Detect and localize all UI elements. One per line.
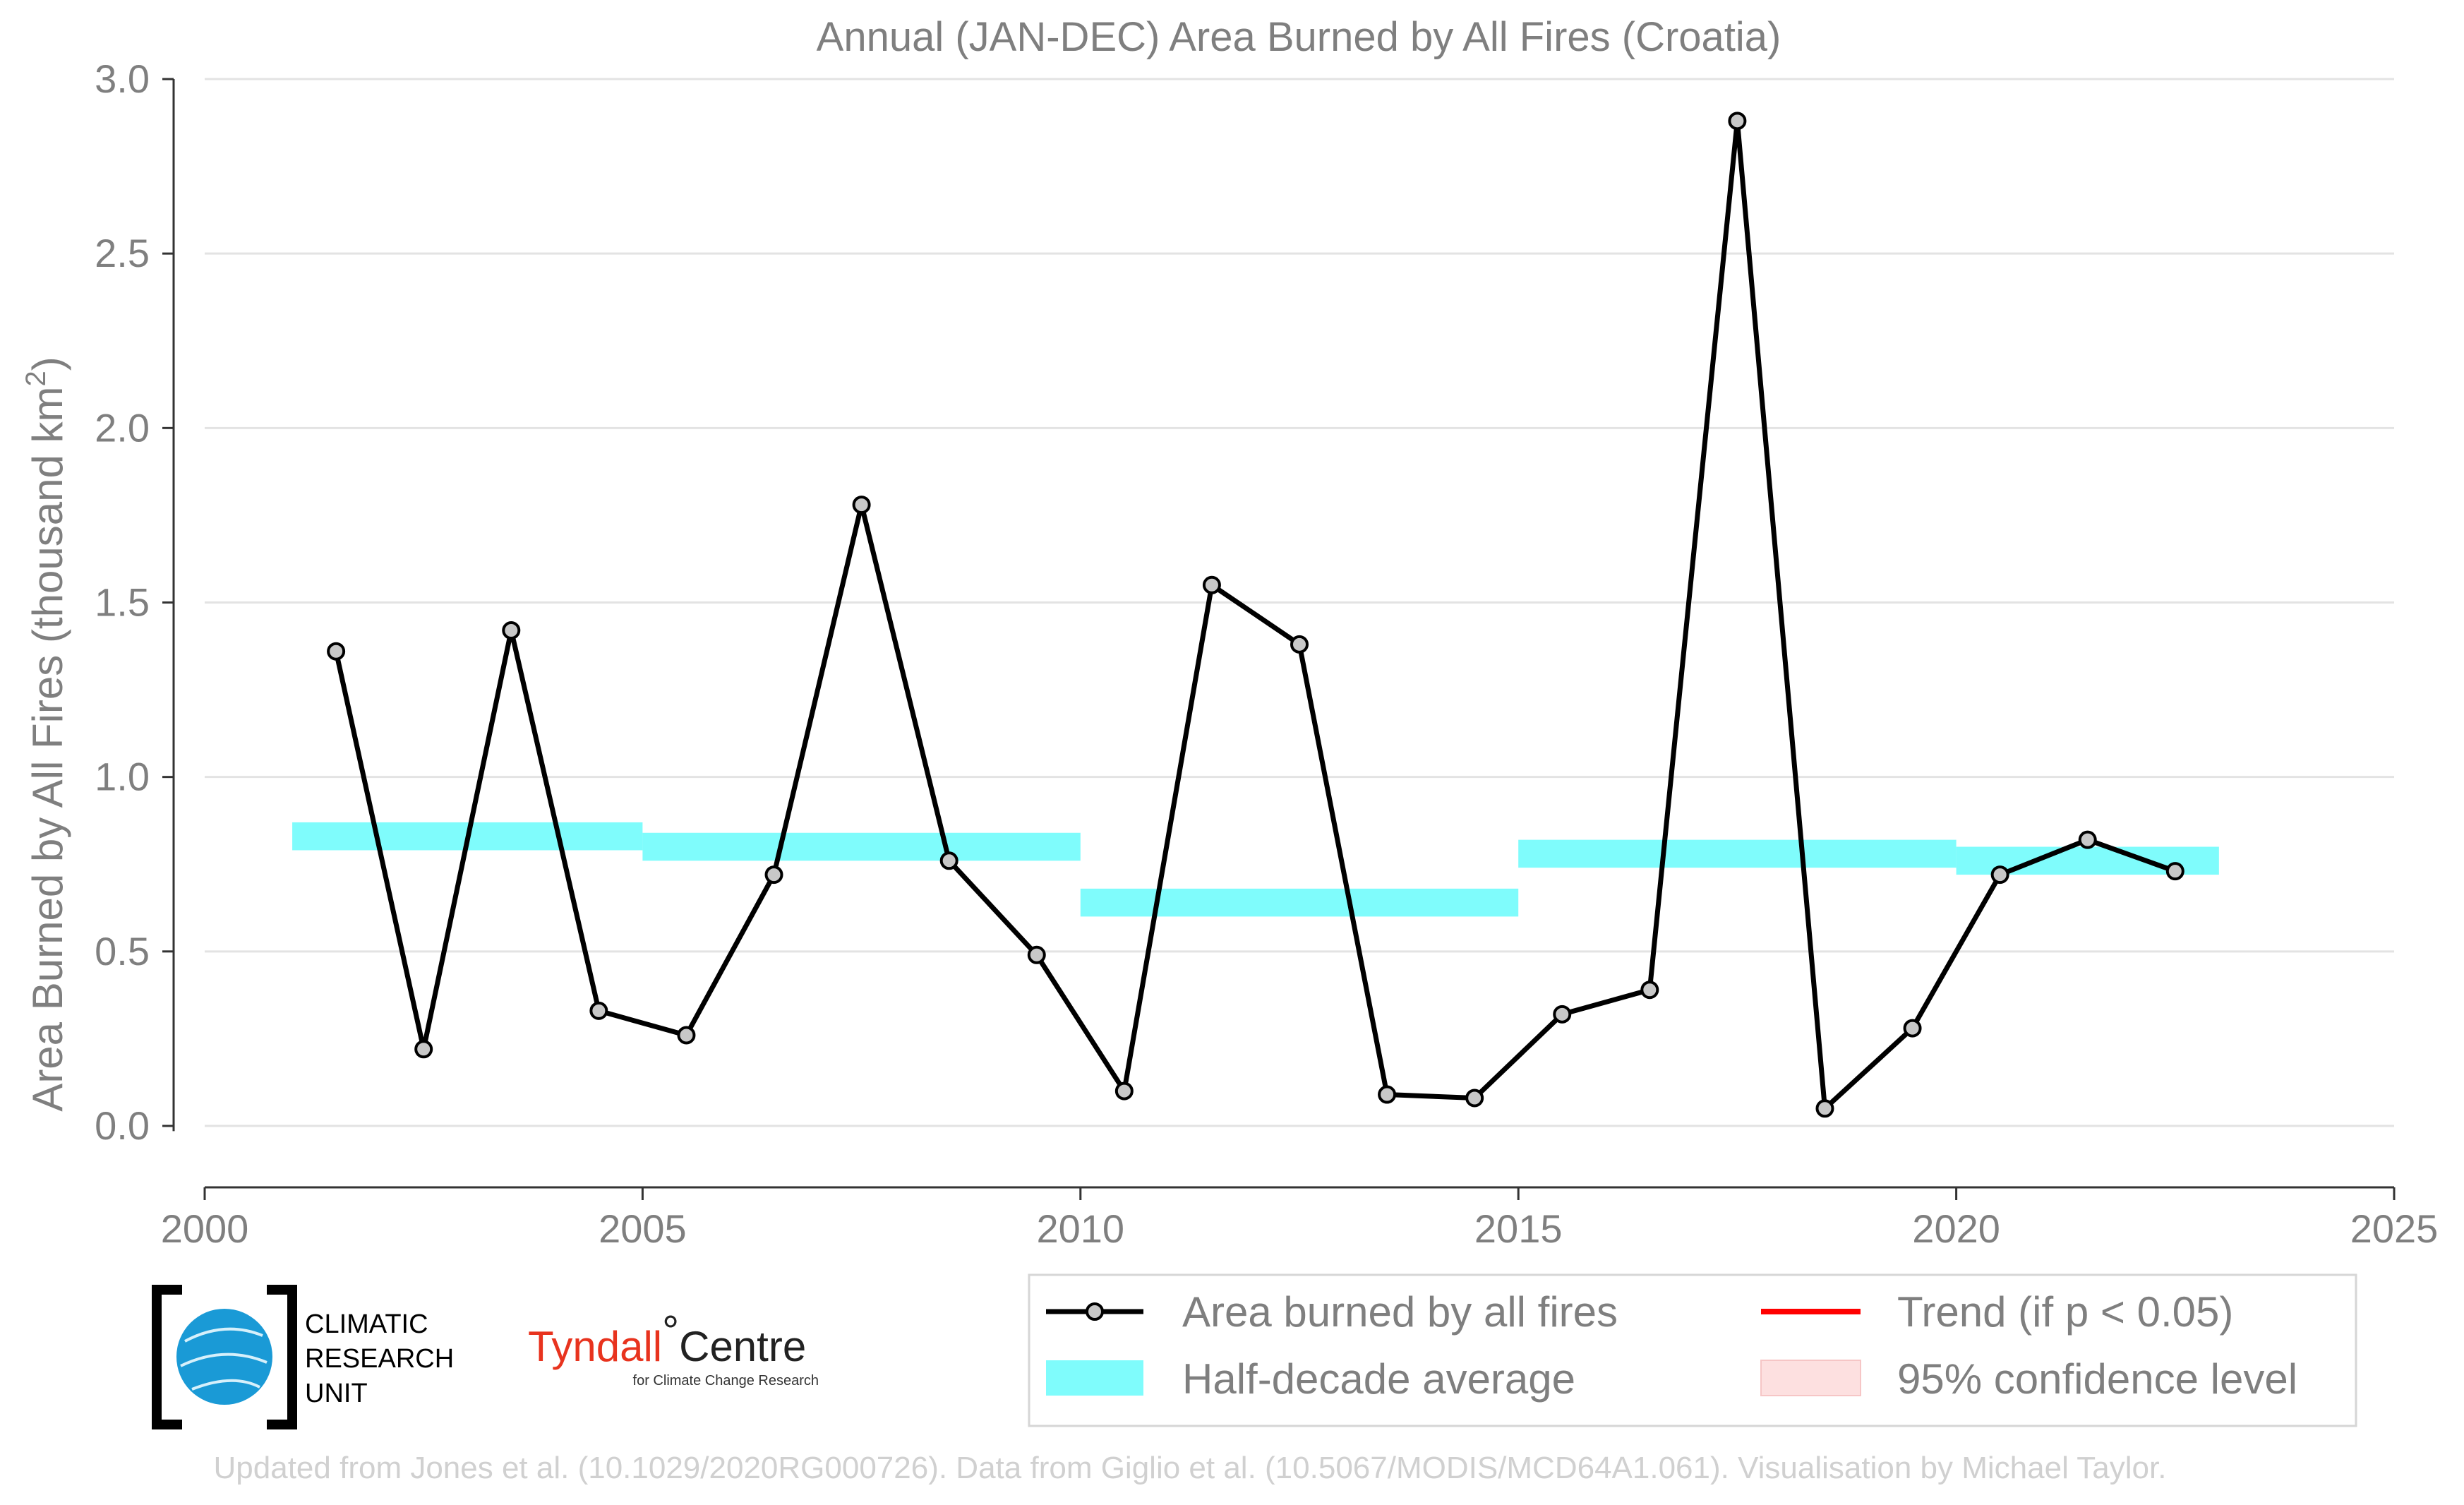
data-point	[1202, 575, 1221, 594]
tyndall-centre-word: Centre	[679, 1323, 806, 1370]
legend-label-trend: Trend (if p < 0.05)	[1897, 1288, 2233, 1336]
data-point	[1114, 1081, 1134, 1101]
half-decade-bar	[1518, 839, 1957, 868]
legend-label-half-decade: Half-decade average	[1182, 1355, 1575, 1403]
y-tick-label: 2.5	[95, 231, 150, 275]
chart-title: Annual (JAN-DEC) Area Burned by All Fire…	[817, 14, 1781, 60]
y-tick-label: 2.0	[95, 405, 150, 450]
cru-bracket-left	[152, 1285, 182, 1429]
legend-marker-swatch	[1086, 1302, 1104, 1321]
x-axis: 2000 2005 2010 2015 2020 2025	[161, 1186, 2439, 1251]
half-decade-bar	[642, 832, 1081, 861]
x-tick-label: 2010	[1037, 1206, 1125, 1251]
data-point	[1027, 945, 1046, 964]
area-burned-line	[333, 118, 2176, 1111]
data-point	[2078, 830, 2097, 849]
data-point	[2165, 862, 2184, 881]
y-tick-label: 3.0	[95, 56, 150, 101]
y-tick-label: 0.0	[95, 1103, 150, 1148]
y-axis-label-sup: 2	[20, 371, 52, 386]
legend-box	[1028, 1273, 2357, 1427]
data-point	[589, 1001, 608, 1020]
x-tick-label: 2020	[1912, 1206, 2000, 1251]
y-axis-label-close: )	[24, 356, 71, 371]
data-point	[502, 621, 521, 640]
legend: Area burned by all fires Trend (if p < 0…	[1028, 1273, 2357, 1427]
y-axis-label: Area Burned by All Fires (thousand km2)	[20, 356, 71, 1111]
data-point	[1290, 635, 1309, 654]
data-point	[1553, 1005, 1572, 1024]
data-point	[414, 1040, 433, 1059]
y-tick-label: 1.5	[95, 580, 150, 625]
legend-half-decade-swatch	[1046, 1360, 1143, 1396]
half-decade-average-series	[292, 822, 2219, 917]
y-axis-label-main: Area Burned by All Fires (thousand km	[24, 387, 71, 1112]
x-tick-label: 2025	[2350, 1206, 2439, 1251]
data-point	[1903, 1019, 1922, 1038]
y-tick-label: 0.5	[95, 929, 150, 973]
data-point	[1815, 1099, 1834, 1118]
globe-swirl-icon	[180, 1327, 268, 1391]
x-tick-label: 2005	[599, 1206, 687, 1251]
legend-label-confidence: 95% confidence level	[1897, 1355, 2297, 1403]
tyndall-name: Tyndall	[528, 1323, 662, 1370]
data-point	[764, 865, 783, 885]
cru-logo: CLIMATIC RESEARCH UNIT	[152, 1285, 454, 1429]
data-point	[677, 1026, 696, 1045]
half-decade-bar	[1080, 888, 1519, 917]
cru-logo-line-3: UNIT	[305, 1379, 368, 1408]
legend-confidence-swatch	[1760, 1360, 1861, 1396]
data-point	[1640, 981, 1659, 1000]
data-point	[1728, 112, 1747, 131]
cru-bracket-right	[267, 1285, 297, 1429]
area-burned-points	[327, 112, 2184, 1118]
legend-label-area-burned: Area burned by all fires	[1182, 1288, 1618, 1336]
tyndall-logo: Tyndall°Centre for Climate Change Resear…	[528, 1307, 819, 1389]
x-tick-label: 2000	[161, 1206, 249, 1251]
y-axis: 0.0 0.5 1.0 1.5 2.0 2.5 3.0	[95, 56, 175, 1148]
area-burned-series	[333, 118, 2176, 1111]
cru-logo-line-1: CLIMATIC	[305, 1309, 428, 1339]
tyndall-degree: °	[662, 1307, 679, 1355]
y-tick-label: 1.0	[95, 755, 150, 799]
grid-lines	[205, 78, 2394, 1127]
cru-logo-line-2: RESEARCH	[305, 1344, 454, 1374]
data-point	[327, 642, 346, 661]
credit-line: Updated from Jones et al. (10.1029/2020R…	[214, 1451, 2167, 1485]
globe-icon	[176, 1309, 272, 1405]
data-point	[1990, 865, 2009, 885]
tyndall-wordmark: Tyndall°Centre	[528, 1307, 806, 1370]
data-point	[1465, 1089, 1484, 1108]
data-point	[939, 851, 958, 870]
data-point	[852, 496, 871, 515]
data-point	[1378, 1085, 1397, 1104]
tyndall-subtitle: for Climate Change Research	[633, 1373, 819, 1389]
x-tick-label: 2015	[1474, 1206, 1563, 1251]
